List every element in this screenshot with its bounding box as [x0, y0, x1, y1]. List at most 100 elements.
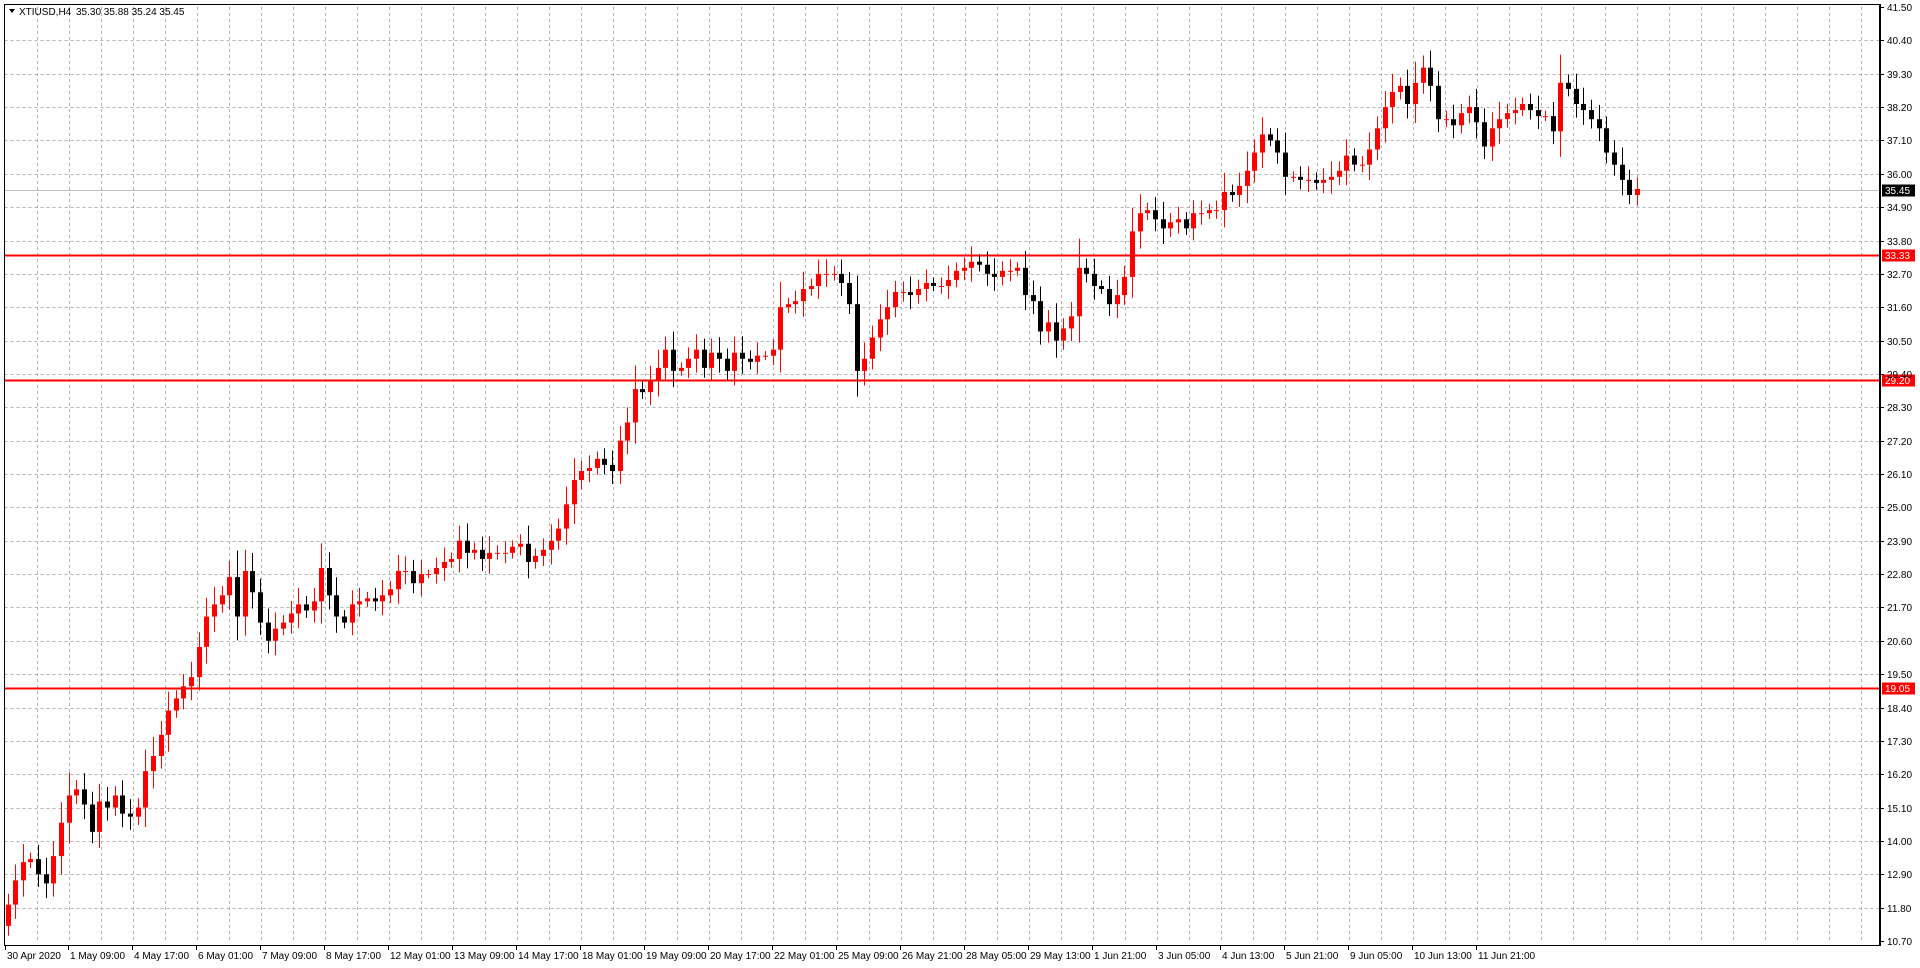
- candle: [1375, 116, 1380, 161]
- candle: [1122, 265, 1127, 306]
- candle: [1543, 110, 1548, 122]
- candle: [1184, 211, 1189, 235]
- y-tick-label: 30.50: [1887, 337, 1912, 348]
- candle: [709, 338, 714, 381]
- candle: [1191, 200, 1196, 241]
- y-tick-label: 21.70: [1887, 603, 1912, 614]
- candle: [1321, 168, 1326, 194]
- candle: [1405, 69, 1410, 119]
- x-tick-label: 5 Jun 21:00: [1286, 951, 1339, 962]
- candle: [97, 783, 102, 848]
- candle: [1444, 110, 1449, 127]
- candle: [1138, 194, 1143, 249]
- candle: [572, 458, 577, 525]
- candle: [1635, 177, 1640, 206]
- candle: [1352, 148, 1357, 172]
- candle: [1268, 127, 1273, 147]
- candle: [656, 349, 661, 397]
- y-tick-label: 32.70: [1887, 270, 1912, 281]
- candle: [625, 407, 630, 455]
- candle: [1474, 88, 1479, 139]
- y-tick-label: 23.90: [1887, 537, 1912, 548]
- y-tick-label: 41.50: [1887, 3, 1912, 14]
- candle: [1360, 156, 1365, 173]
- candle: [67, 772, 72, 844]
- candle: [480, 536, 485, 571]
- candle: [595, 451, 600, 475]
- candle: [1367, 132, 1372, 181]
- candle: [916, 279, 921, 304]
- candle: [1207, 203, 1212, 220]
- y-tick-label: 25.00: [1887, 503, 1912, 514]
- candle: [1459, 103, 1464, 134]
- candle: [334, 577, 339, 633]
- candle: [1275, 128, 1280, 164]
- candle: [648, 365, 653, 405]
- candle: [1245, 151, 1250, 204]
- candle: [962, 257, 967, 281]
- candle: [1566, 74, 1571, 97]
- candle: [1337, 161, 1342, 186]
- candle: [281, 615, 286, 636]
- candle: [924, 269, 929, 302]
- candle: [1077, 238, 1082, 343]
- candle: [357, 587, 362, 617]
- candle: [250, 553, 255, 609]
- y-tick-label: 12.90: [1887, 870, 1912, 881]
- candle: [1421, 55, 1426, 94]
- candle: [1344, 139, 1349, 186]
- candle: [946, 265, 951, 299]
- y-tick-label: 17.30: [1887, 737, 1912, 748]
- candle: [702, 338, 707, 378]
- candle: [679, 362, 684, 376]
- candle: [419, 559, 424, 597]
- candle: [992, 258, 997, 291]
- candle: [1528, 93, 1533, 120]
- candle: [1298, 166, 1303, 190]
- chart-grid: [4, 7, 1880, 941]
- x-tick-label: 18 May 01:00: [582, 951, 643, 962]
- x-tick-label: 4 Jun 13:00: [1222, 951, 1275, 962]
- candle: [1589, 99, 1594, 129]
- y-tick-label: 36.00: [1887, 170, 1912, 181]
- triangle-down-icon[interactable]: [9, 9, 15, 13]
- candle: [1252, 139, 1257, 183]
- candle: [128, 799, 133, 830]
- candle: [503, 541, 508, 564]
- candle: [686, 347, 691, 379]
- y-tick-label: 40.40: [1887, 36, 1912, 47]
- candle: [235, 550, 240, 641]
- x-tick-label: 13 May 09:00: [454, 951, 515, 962]
- candle: [350, 590, 355, 636]
- candle: [1054, 303, 1059, 358]
- candle: [518, 534, 523, 556]
- candle: [1467, 95, 1472, 124]
- candle: [296, 588, 301, 629]
- candle: [36, 844, 41, 888]
- candle: [1620, 147, 1625, 196]
- candle: [732, 336, 737, 386]
- y-tick-label: 19.50: [1887, 670, 1912, 681]
- candle: [1413, 61, 1418, 123]
- y-tick-label: 26.10: [1887, 470, 1912, 481]
- x-tick-label: 12 May 01:00: [390, 951, 451, 962]
- candle: [510, 540, 515, 559]
- candle: [610, 450, 615, 484]
- candle: [1581, 87, 1586, 125]
- candle: [174, 690, 179, 718]
- y-tick-label: 38.20: [1887, 103, 1912, 114]
- candle: [908, 276, 913, 310]
- x-tick-label: 7 May 09:00: [262, 951, 317, 962]
- candle: [487, 536, 492, 574]
- candle: [44, 857, 49, 899]
- candle: [396, 554, 401, 604]
- candle: [1597, 104, 1602, 142]
- candle: [1306, 166, 1311, 193]
- candle: [166, 691, 171, 752]
- level-price-tag: [1882, 249, 1915, 262]
- candle: [1008, 259, 1013, 282]
- horizontal-levels[interactable]: 33.33 29.20 19.05 35.45: [4, 184, 1916, 696]
- candle: [1031, 280, 1036, 315]
- y-tick-label: 15.10: [1887, 804, 1912, 815]
